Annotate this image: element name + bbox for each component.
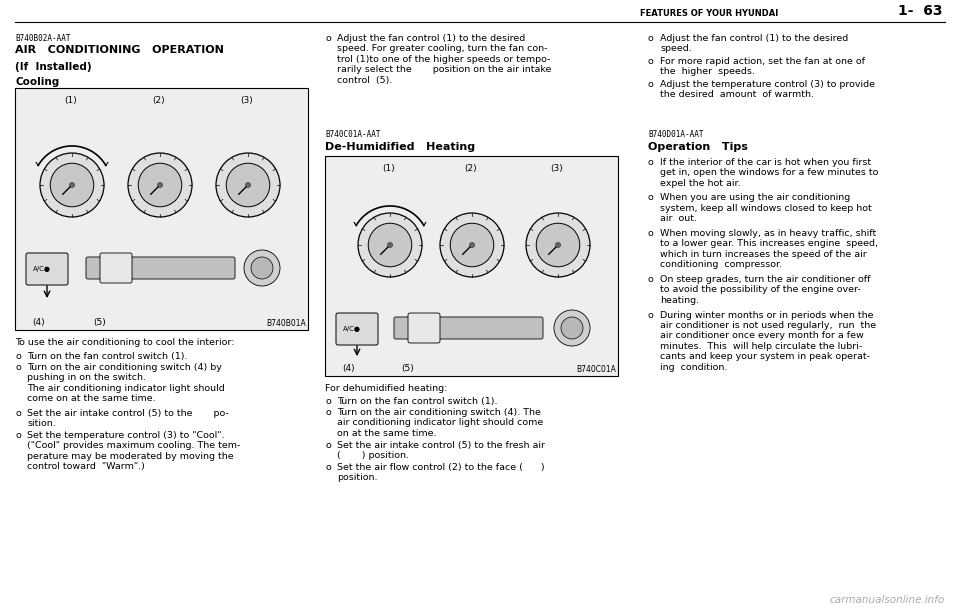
Circle shape: [358, 213, 422, 277]
Circle shape: [469, 242, 474, 248]
Circle shape: [440, 213, 504, 277]
Text: (3): (3): [550, 164, 563, 173]
Text: B740C01A: B740C01A: [576, 365, 616, 374]
Text: 1-  63: 1- 63: [898, 4, 943, 18]
Text: o: o: [648, 158, 654, 167]
Text: o: o: [648, 57, 654, 66]
Text: Set the air flow control (2) to the face (      )
position.: Set the air flow control (2) to the face…: [337, 463, 544, 482]
Text: (5): (5): [401, 364, 414, 373]
Text: (1): (1): [64, 96, 77, 105]
Text: During winter months or in periods when the
air conditioner is not used regularl: During winter months or in periods when …: [660, 310, 876, 371]
Circle shape: [50, 163, 94, 207]
Text: (2): (2): [152, 96, 164, 105]
Circle shape: [556, 242, 561, 248]
Text: o: o: [648, 310, 654, 319]
Text: To use the air conditioning to cool the interior:: To use the air conditioning to cool the …: [15, 338, 234, 347]
Text: (3): (3): [240, 96, 252, 105]
Text: Turn on the air conditioning switch (4). The
air conditioning indicator light sh: Turn on the air conditioning switch (4).…: [337, 408, 543, 438]
Text: o: o: [15, 431, 21, 440]
Text: Set the air intake control (5) to the       po-
sition.: Set the air intake control (5) to the po…: [27, 409, 228, 428]
Text: AIR   CONDITIONING   OPERATION: AIR CONDITIONING OPERATION: [15, 45, 224, 55]
Text: B740D01A-AAT: B740D01A-AAT: [648, 130, 704, 139]
Text: Turn on the fan control switch (1).: Turn on the fan control switch (1).: [337, 397, 497, 406]
Text: Adjust the fan control (1) to the desired
speed. For greater cooling, turn the f: Adjust the fan control (1) to the desire…: [337, 34, 551, 84]
Text: (4): (4): [32, 318, 44, 327]
Circle shape: [561, 317, 583, 339]
Text: B740B01A: B740B01A: [266, 319, 306, 328]
FancyBboxPatch shape: [408, 313, 440, 343]
Text: A/C●: A/C●: [343, 326, 361, 332]
Text: Set the temperature control (3) to "Cool".
("Cool" provides maximum cooling. The: Set the temperature control (3) to "Cool…: [27, 431, 240, 471]
Circle shape: [450, 223, 493, 267]
Text: (2): (2): [464, 164, 476, 173]
Circle shape: [246, 182, 251, 187]
Text: Adjust the fan control (1) to the desired
speed.: Adjust the fan control (1) to the desire…: [660, 34, 849, 53]
Circle shape: [526, 213, 590, 277]
Text: If the interior of the car is hot when you first
get in, open the windows for a : If the interior of the car is hot when y…: [660, 158, 878, 188]
Text: B740C01A-AAT: B740C01A-AAT: [325, 130, 380, 139]
Circle shape: [216, 153, 280, 217]
Text: o: o: [325, 34, 331, 43]
Text: Adjust the temperature control (3) to provide
the desired  amount  of warmth.: Adjust the temperature control (3) to pr…: [660, 80, 875, 99]
Circle shape: [244, 250, 280, 286]
Circle shape: [40, 153, 104, 217]
Circle shape: [554, 310, 590, 346]
Text: o: o: [648, 275, 654, 284]
Text: o: o: [325, 408, 331, 417]
Text: When moving slowly, as in heavy traffic, shift
to a lower gear. This increases e: When moving slowly, as in heavy traffic,…: [660, 229, 878, 269]
Circle shape: [128, 153, 192, 217]
Text: o: o: [15, 352, 21, 361]
Text: On steep grades, turn the air conditioner off
to avoid the possibility of the en: On steep grades, turn the air conditione…: [660, 275, 871, 305]
Text: For more rapid action, set the fan at one of
the  higher  speeds.: For more rapid action, set the fan at on…: [660, 57, 865, 76]
Text: o: o: [648, 229, 654, 238]
Text: o: o: [15, 363, 21, 372]
Text: Set the air intake control (5) to the fresh air
(       ) position.: Set the air intake control (5) to the fr…: [337, 441, 545, 460]
FancyBboxPatch shape: [26, 253, 68, 285]
FancyBboxPatch shape: [394, 317, 543, 339]
FancyBboxPatch shape: [336, 313, 378, 345]
Text: o: o: [325, 397, 331, 406]
Text: For dehumidified heating:: For dehumidified heating:: [325, 384, 447, 393]
FancyBboxPatch shape: [100, 253, 132, 283]
Text: o: o: [325, 441, 331, 450]
Circle shape: [251, 257, 273, 279]
Text: (1): (1): [382, 164, 395, 173]
Circle shape: [388, 242, 393, 248]
Text: (If  Installed): (If Installed): [15, 62, 91, 72]
Text: o: o: [648, 34, 654, 43]
Text: FEATURES OF YOUR HYUNDAI: FEATURES OF YOUR HYUNDAI: [640, 9, 779, 18]
Bar: [15, 88, 308, 330]
Circle shape: [157, 182, 162, 187]
Text: Cooling: Cooling: [15, 77, 60, 87]
Text: o: o: [648, 193, 654, 203]
Text: (4): (4): [342, 364, 354, 373]
Text: B740B02A-AAT: B740B02A-AAT: [15, 34, 70, 43]
Text: De-Humidified   Heating: De-Humidified Heating: [325, 142, 475, 152]
Text: A/C●: A/C●: [33, 266, 51, 272]
Circle shape: [138, 163, 181, 207]
Circle shape: [369, 223, 412, 267]
Bar: [325, 156, 618, 376]
Circle shape: [537, 223, 580, 267]
Text: o: o: [15, 409, 21, 418]
Text: o: o: [648, 80, 654, 89]
Text: carmanualsonline.info: carmanualsonline.info: [829, 595, 945, 605]
Circle shape: [227, 163, 270, 207]
Text: (5): (5): [93, 318, 106, 327]
Text: Operation   Tips: Operation Tips: [648, 142, 748, 152]
Text: When you are using the air conditioning
system, keep all windows closed to keep : When you are using the air conditioning …: [660, 193, 872, 223]
Text: Turn on the fan control switch (1).: Turn on the fan control switch (1).: [27, 352, 187, 361]
FancyBboxPatch shape: [86, 257, 235, 279]
Text: o: o: [325, 463, 331, 472]
Text: Turn on the air conditioning switch (4) by
pushing in on the switch.
The air con: Turn on the air conditioning switch (4) …: [27, 363, 225, 403]
Circle shape: [69, 182, 75, 187]
